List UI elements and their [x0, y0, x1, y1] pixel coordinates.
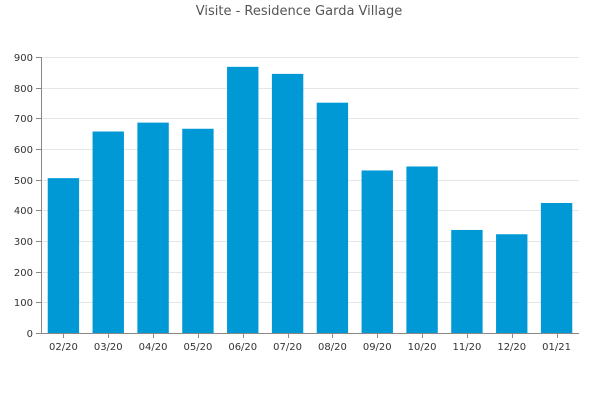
bar-layer [47, 66, 573, 334]
y-tick-label: 400 [14, 206, 33, 217]
x-tick-label: 02/20 [49, 342, 78, 353]
bar-06-20 [227, 66, 259, 334]
y-tick-label: 800 [14, 84, 33, 95]
chart-title: Visite - Residence Garda Village [196, 4, 402, 19]
label-layer: 0 100 200 300 400 500 600 700 800 900 02/20 03/20 04… [14, 53, 571, 353]
bar-02-20 [47, 178, 80, 333]
y-tick-label: 100 [14, 298, 33, 309]
bar-05-20 [182, 128, 214, 333]
y-tick-label: 700 [14, 114, 33, 125]
x-tick-label: 08/20 [318, 342, 347, 353]
y-tick-label: 900 [14, 53, 33, 64]
y-tick-label: 600 [14, 145, 33, 156]
bar-11-20 [451, 229, 483, 333]
x-tick-label: 07/20 [273, 342, 302, 353]
x-tick-label: 01/21 [542, 342, 571, 353]
x-tick-label: 05/20 [184, 342, 213, 353]
grid-layer [41, 57, 579, 303]
bar-01-21 [540, 202, 573, 333]
y-tick-label: 0 [27, 329, 33, 340]
y-tick-label: 500 [14, 176, 33, 187]
y-tick-label: 300 [14, 237, 33, 248]
bar-08-20 [316, 102, 349, 334]
y-tick-label: 200 [14, 268, 33, 279]
bar-09-20 [361, 170, 393, 333]
bar-04-20 [137, 122, 169, 333]
axis-layer [36, 57, 579, 338]
bar-03-20 [92, 131, 124, 333]
x-tick-label: 11/20 [453, 342, 482, 353]
x-tick-label: 10/20 [408, 342, 437, 353]
x-tick-label: 12/20 [497, 342, 526, 353]
x-tick-label: 06/20 [228, 342, 257, 353]
bar-12-20 [496, 234, 528, 333]
x-tick-label: 03/20 [94, 342, 123, 353]
x-tick-label: 09/20 [363, 342, 392, 353]
bar-10-20 [406, 166, 438, 333]
x-tick-label: 04/20 [139, 342, 168, 353]
bar-07-20 [271, 73, 304, 333]
